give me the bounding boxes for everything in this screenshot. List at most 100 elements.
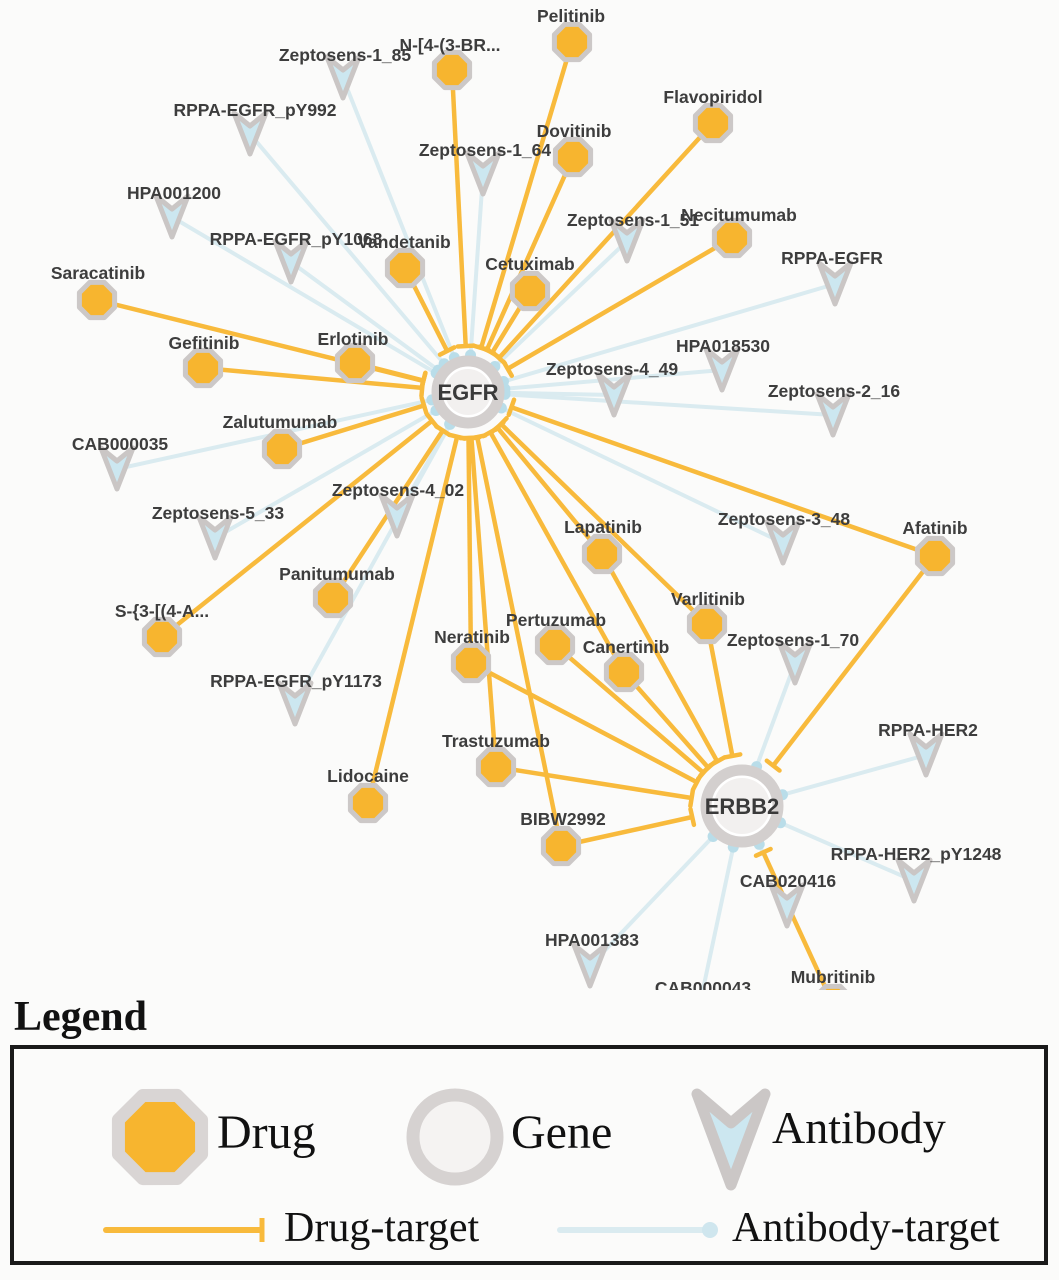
edge-drug-target-lapatinib-egfr bbox=[495, 426, 604, 556]
edge-drug-target-erlotinib-egfr-tee bbox=[419, 370, 428, 391]
label-hpa001200: HPA001200 bbox=[127, 183, 221, 203]
label-lapatinib: Lapatinib bbox=[564, 517, 642, 537]
label-neratinib: Neratinib bbox=[434, 627, 510, 647]
edge-drug-target-pelitinib-egfr bbox=[478, 41, 575, 349]
edge-antibody-target-egfr-rppa-egfr-py1068 bbox=[289, 260, 440, 372]
label-panitumumab: Panitumumab bbox=[279, 564, 395, 584]
antibody-target-legend-icon bbox=[557, 1222, 718, 1238]
node-antibody-hpa018530 bbox=[703, 346, 741, 393]
node-drug-s-3-4-a bbox=[141, 616, 183, 658]
edge-drug-target-trastuzumab-erbb2-tee bbox=[688, 787, 696, 809]
node-antibody-zeptosens-5-33 bbox=[196, 514, 234, 561]
drug-legend-icon bbox=[111, 1088, 209, 1186]
node-drug-lidocaine bbox=[347, 782, 389, 824]
node-drug-lapatinib bbox=[581, 533, 623, 575]
edge-drug-target-lidocaine-egfr bbox=[365, 436, 460, 804]
label-cab000043: CAB000043 bbox=[655, 978, 752, 990]
label-zalutumumab: Zalutumumab bbox=[223, 412, 338, 432]
node-drug-trastuzumab bbox=[475, 746, 517, 788]
edge-drug-target-s-3-4-a-egfr bbox=[160, 418, 434, 639]
label-hpa001383: HPA001383 bbox=[545, 930, 639, 950]
edge-drug-target-canertinib-erbb2-tee bbox=[700, 760, 717, 776]
edge-drug-target-afatinib-egfr-tee bbox=[506, 397, 517, 418]
edge-drug-target-pertuzumab-erbb2 bbox=[553, 643, 705, 775]
label-zeptosens-1-70: Zeptosens-1_70 bbox=[727, 630, 860, 650]
node-antibody-zeptosens-4-49 bbox=[595, 371, 633, 418]
label-s-3-4-a: S-{3-[(4-A... bbox=[115, 601, 209, 621]
drug-target-edges bbox=[96, 41, 937, 990]
edge-drug-target-n-4-3-br-egfr bbox=[449, 69, 468, 347]
label-zeptosens-4-49: Zeptosens-4_49 bbox=[546, 359, 679, 379]
node-gene-egfr: EGFR bbox=[431, 355, 505, 429]
node-antibody-cab000035 bbox=[98, 445, 136, 492]
node-antibody-zeptosens-3-48 bbox=[764, 519, 802, 566]
drug-target-legend-icon bbox=[103, 1218, 265, 1242]
edge-drug-target-flavopiridol-egfr bbox=[497, 121, 715, 360]
edge-drug-target-bibw2992-egfr bbox=[475, 436, 564, 847]
label-rppa-egfr-py992: RPPA-EGFR_pY992 bbox=[173, 100, 336, 120]
label-rppa-her2: RPPA-HER2 bbox=[878, 720, 978, 740]
edge-antibody-target-egfr-hpa001200 bbox=[170, 215, 438, 375]
edge-drug-target-afatinib-erbb2 bbox=[771, 554, 937, 768]
label-lidocaine: Lidocaine bbox=[327, 766, 409, 786]
node-antibody-zeptosens-1-51 bbox=[608, 217, 646, 264]
node-gene-erbb2: ERBB2 bbox=[700, 764, 784, 848]
edge-drug-target-canertinib-erbb2 bbox=[622, 670, 710, 770]
label-cetuximab: Cetuximab bbox=[485, 254, 574, 274]
label-hpa018530: HPA018530 bbox=[676, 336, 770, 356]
gene-label-egfr: EGFR bbox=[437, 380, 498, 405]
label-canertinib: Canertinib bbox=[583, 637, 670, 657]
edge-drug-target-zalutumumab-egfr-tee bbox=[419, 395, 429, 416]
edge-drug-target-necitumumab-egfr-tee bbox=[501, 359, 515, 378]
edge-drug-target-zalutumumab-egfr bbox=[281, 403, 425, 452]
edge-antibody-target-egfr-rppa-egfr-py1173 bbox=[293, 423, 452, 705]
label-erlotinib: Erlotinib bbox=[318, 329, 389, 349]
node-antibody-zeptosens-1-64 bbox=[464, 150, 502, 197]
edge-drug-target-necitumumab-egfr bbox=[506, 236, 734, 371]
drug-legend-label: Drug bbox=[217, 1106, 316, 1159]
node-antibody-rppa-egfr-py992 bbox=[231, 110, 269, 157]
edge-antibody-target-egfr-zeptosens-1-85 bbox=[341, 77, 457, 359]
label-zeptosens-4-02: Zeptosens-4_02 bbox=[332, 480, 465, 500]
label-zeptosens-5-33: Zeptosens-5_33 bbox=[152, 503, 285, 523]
node-labels: Pelitinib N-[4-(3-BR... Dovitinib Flavopiri… bbox=[51, 6, 1002, 990]
edge-drug-target-bibw2992-erbb2-tee bbox=[688, 806, 697, 828]
label-cab000035: CAB000035 bbox=[72, 434, 169, 454]
edge-antibody-target-egfr-zeptosens-4-49 bbox=[504, 390, 615, 397]
node-antibody-rppa-egfr bbox=[816, 260, 854, 307]
label-rppa-egfr: RPPA-EGFR bbox=[781, 248, 883, 268]
edge-drug-target-varlitinib-egfr bbox=[499, 422, 709, 626]
antibody-legend-icon bbox=[691, 1088, 771, 1191]
label-rppa-her2-py1248: RPPA-HER2_pY1248 bbox=[831, 844, 1002, 864]
edge-drug-target-s-3-4-a-egfr-tee bbox=[424, 412, 440, 430]
node-antibody-rppa-egfr-py1173 bbox=[276, 680, 314, 727]
node-antibody-rppa-egfr-py1068 bbox=[272, 238, 310, 285]
node-antibody-hpa001200 bbox=[153, 193, 191, 240]
edge-antibody-target-egfr-hpa018530 bbox=[504, 368, 723, 391]
label-saracatinib: Saracatinib bbox=[51, 263, 145, 283]
edge-drug-target-varlitinib-erbb2 bbox=[704, 623, 735, 757]
gene-legend-icon bbox=[406, 1088, 504, 1186]
label-zeptosens-1-51: Zeptosens-1_51 bbox=[567, 210, 700, 230]
gene-core bbox=[714, 778, 770, 834]
node-drug-mubritinib bbox=[818, 983, 848, 990]
node-drug-pelitinib bbox=[551, 21, 593, 63]
edge-drug-target-dovitinib-egfr bbox=[484, 156, 576, 351]
edge-drug-target-trastuzumab-erbb2 bbox=[495, 764, 692, 801]
edge-drug-target-neratinib-egfr bbox=[466, 437, 474, 664]
nodes: EGFR ERBB2 bbox=[76, 21, 956, 990]
edge-antibody-target-egfr-zeptosens-2-16 bbox=[504, 392, 834, 417]
edge-antibody-target-egfr-zeptosens-5-33 bbox=[214, 408, 437, 540]
edge-antibody-target-erbb2-rppa-her2 bbox=[781, 753, 927, 797]
node-drug-necitumumab bbox=[711, 217, 753, 259]
label-vandetanib: Vandetanib bbox=[357, 232, 450, 252]
edge-drug-target-neratinib-erbb2 bbox=[469, 661, 698, 785]
edge-drug-target-mubritinib-erbb2 bbox=[761, 851, 830, 990]
network-svg: EGFR ERBB2 Pelitinib N-[4-(3-BR... Dovitinib… bbox=[51, 6, 1002, 990]
label-zeptosens-3-48: Zeptosens-3_48 bbox=[718, 509, 851, 529]
label-flavopiridol: Flavopiridol bbox=[663, 87, 762, 107]
antibody-legend-label: Antibody bbox=[772, 1102, 946, 1153]
label-zeptosens-1-64: Zeptosens-1_64 bbox=[419, 140, 552, 160]
node-drug-saracatinib bbox=[76, 279, 118, 321]
node-drug-erlotinib bbox=[334, 342, 376, 384]
